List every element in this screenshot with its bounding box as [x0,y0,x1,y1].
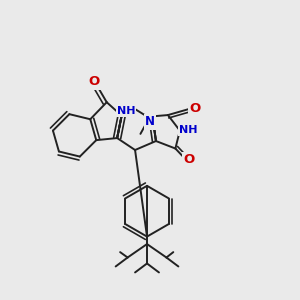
Text: N: N [145,116,155,128]
Text: O: O [88,75,100,88]
Text: NH: NH [179,125,197,135]
Text: NH: NH [117,106,135,116]
Text: O: O [190,102,201,115]
Text: O: O [184,153,195,166]
